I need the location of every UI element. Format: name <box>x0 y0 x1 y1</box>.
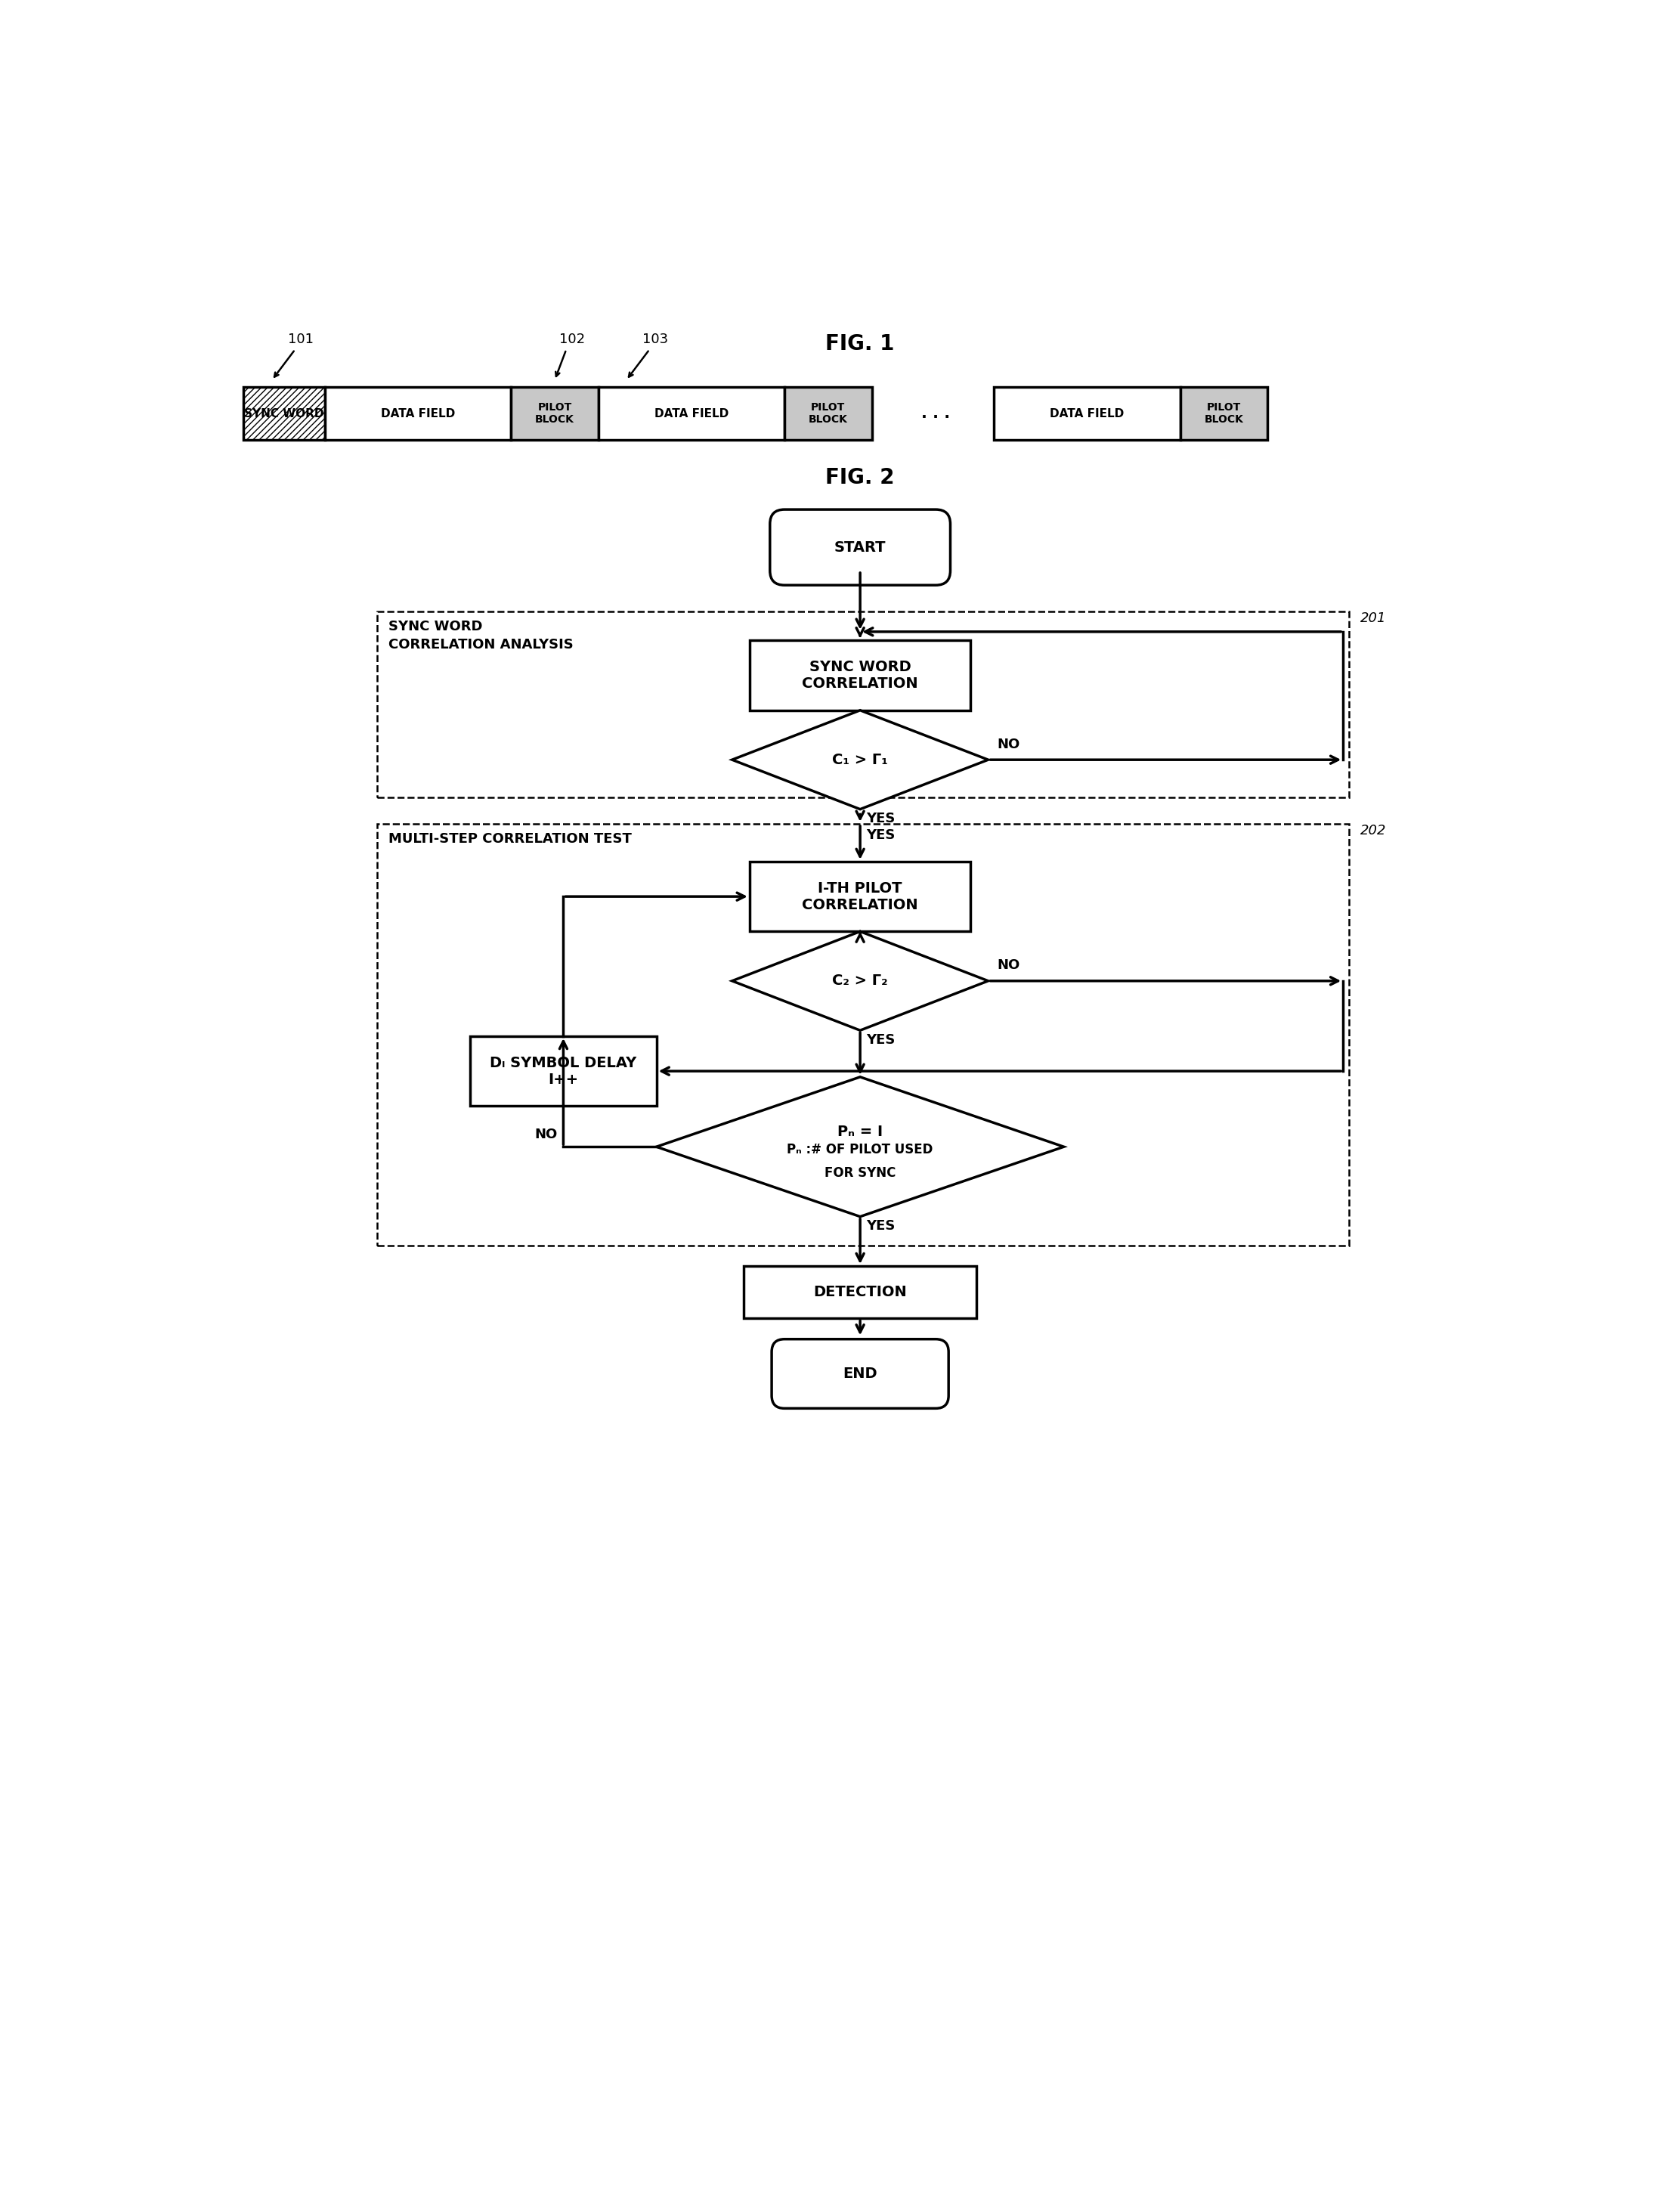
Text: I-TH PILOT
CORRELATION: I-TH PILOT CORRELATION <box>801 882 919 912</box>
Text: Pₙ :# OF PILOT USED: Pₙ :# OF PILOT USED <box>786 1144 932 1157</box>
Bar <box>598 388 785 439</box>
Text: NO: NO <box>996 959 1020 972</box>
Bar <box>470 1036 657 1106</box>
Bar <box>324 388 511 439</box>
Text: YES: YES <box>865 1219 895 1232</box>
Text: 102: 102 <box>559 333 585 346</box>
Bar <box>749 862 971 932</box>
Text: SYNC WORD
CORRELATION ANALYSIS: SYNC WORD CORRELATION ANALYSIS <box>388 619 575 652</box>
Polygon shape <box>732 932 988 1031</box>
Text: SYNC WORD
CORRELATION: SYNC WORD CORRELATION <box>801 659 919 690</box>
Bar <box>511 388 598 439</box>
Text: YES: YES <box>865 829 895 842</box>
Bar <box>785 388 872 439</box>
Bar <box>744 1265 976 1318</box>
Text: DATA FIELD: DATA FIELD <box>1050 408 1124 419</box>
Bar <box>376 824 1349 1245</box>
Text: MULTI-STEP CORRELATION TEST: MULTI-STEP CORRELATION TEST <box>388 833 632 846</box>
Text: PILOT
BLOCK: PILOT BLOCK <box>534 401 575 425</box>
Text: END: END <box>843 1366 877 1382</box>
Text: C₁ > Γ₁: C₁ > Γ₁ <box>832 752 889 767</box>
Text: SYNC WORD: SYNC WORD <box>244 408 324 419</box>
Text: 202: 202 <box>1361 824 1386 838</box>
Text: NO: NO <box>534 1128 558 1142</box>
FancyBboxPatch shape <box>771 1340 949 1408</box>
Text: . . .: . . . <box>921 406 951 421</box>
Text: DATA FIELD: DATA FIELD <box>654 408 729 419</box>
FancyBboxPatch shape <box>769 509 951 584</box>
Polygon shape <box>657 1078 1063 1217</box>
Polygon shape <box>732 710 988 809</box>
Text: NO: NO <box>996 738 1020 752</box>
Text: 103: 103 <box>642 333 669 346</box>
Text: FIG. 1: FIG. 1 <box>825 333 895 355</box>
Text: PILOT
BLOCK: PILOT BLOCK <box>808 401 848 425</box>
Text: 201: 201 <box>1361 611 1386 626</box>
Bar <box>1179 388 1267 439</box>
Text: DATA FIELD: DATA FIELD <box>381 408 455 419</box>
Bar <box>749 641 971 710</box>
Text: Pₙ = I: Pₙ = I <box>837 1124 884 1139</box>
Text: YES: YES <box>865 811 895 826</box>
Text: 101: 101 <box>287 333 314 346</box>
Text: FIG. 2: FIG. 2 <box>825 467 895 487</box>
Text: FOR SYNC: FOR SYNC <box>825 1166 895 1179</box>
Text: C₂ > Γ₂: C₂ > Γ₂ <box>832 974 889 987</box>
Text: PILOT
BLOCK: PILOT BLOCK <box>1205 401 1243 425</box>
Text: DETECTION: DETECTION <box>813 1285 907 1300</box>
Text: Dₗ SYMBOL DELAY
I++: Dₗ SYMBOL DELAY I++ <box>491 1056 637 1087</box>
Bar <box>995 388 1179 439</box>
Bar <box>244 388 324 439</box>
Text: YES: YES <box>865 1034 895 1047</box>
Bar <box>376 611 1349 798</box>
Text: START: START <box>835 540 885 555</box>
